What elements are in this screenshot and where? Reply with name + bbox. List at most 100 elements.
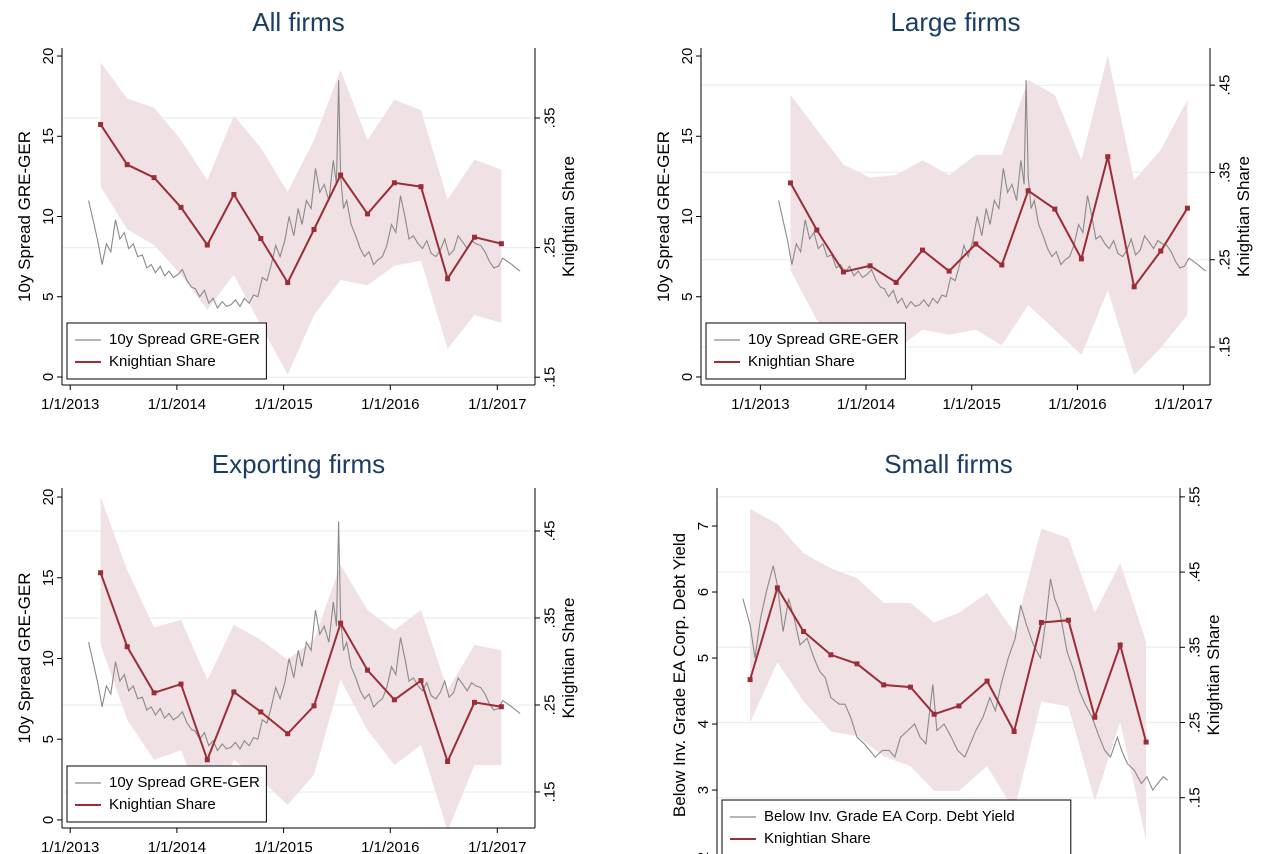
y-tick-label: 15: [679, 128, 696, 145]
legend-label: Knightian Share: [109, 353, 216, 370]
x-tick-label: 1/1/2016: [361, 396, 419, 413]
data-point: [1184, 205, 1190, 211]
data-point: [364, 667, 370, 673]
legend-label: Knightian Share: [764, 830, 871, 847]
y2-tick-label: .45: [541, 521, 558, 542]
data-point: [311, 226, 317, 232]
y2-axis-title: Knightian Share: [559, 598, 578, 719]
series-line: [778, 80, 1207, 310]
series-line: [99, 572, 502, 765]
y2-axis-title: Knightian Share: [559, 156, 578, 277]
y-tick-label: 10: [679, 208, 696, 225]
series-line: [88, 80, 521, 310]
chart-title: Small firms: [884, 449, 1013, 479]
y-axis-title: 10y Spread GRE-GER: [15, 131, 34, 302]
y-tick-label: 0: [679, 373, 696, 381]
data-point: [338, 172, 344, 178]
data-point: [124, 644, 130, 650]
y2-tick-label: .15: [541, 367, 558, 388]
chart-title: All firms: [252, 7, 344, 37]
data-point: [311, 703, 317, 709]
legend-label: 10y Spread GRE-GER: [109, 774, 260, 791]
x-tick-label: 1/1/2015: [943, 396, 1001, 413]
data-point: [471, 699, 477, 705]
panel: Small firms1/1/20131/1/20141/1/20151/1/2…: [670, 449, 1223, 854]
data-point: [204, 242, 210, 248]
data-point: [498, 704, 504, 710]
data-point: [258, 709, 264, 715]
data-point: [391, 697, 397, 703]
data-point: [204, 757, 210, 763]
y2-tick-label: .35: [541, 608, 558, 629]
y-tick-label: 20: [40, 48, 57, 65]
data-point: [931, 711, 937, 717]
x-tick-label: 1/1/2013: [41, 839, 99, 854]
y-axis-title: 10y Spread GRE-GER: [654, 131, 673, 302]
y2-tick-label: .35: [1186, 637, 1203, 658]
series-line: [789, 156, 1189, 290]
legend-label: Below Inv. Grade EA Corp. Debt Yield: [764, 808, 1015, 825]
plot-area: [778, 55, 1207, 376]
x-tick-label: 1/1/2013: [41, 396, 99, 413]
x-tick-label: 1/1/2017: [468, 396, 526, 413]
data-point: [840, 269, 846, 275]
data-point: [774, 585, 780, 591]
data-point: [893, 279, 899, 285]
y-tick-label: 20: [40, 489, 57, 506]
data-point: [285, 731, 291, 737]
x-tick-label: 1/1/2013: [731, 396, 789, 413]
y2-axis-title: Knightian Share: [1204, 615, 1223, 736]
data-point: [98, 570, 104, 576]
legend: 10y Spread GRE-GER Knightian Share: [705, 322, 906, 380]
y2-tick-label: .25: [1186, 712, 1203, 733]
data-point: [956, 703, 962, 709]
data-point: [973, 241, 979, 247]
data-point: [1143, 739, 1149, 745]
data-point: [1025, 188, 1031, 194]
data-point: [498, 241, 504, 247]
data-point: [445, 276, 451, 282]
data-point: [867, 263, 873, 269]
y-axis-title: 10y Spread GRE-GER: [15, 572, 34, 743]
chart-title: Large firms: [890, 7, 1020, 37]
legend-box: [66, 322, 267, 380]
data-point: [418, 184, 424, 190]
y-tick-label: 15: [40, 128, 57, 145]
data-point: [919, 247, 925, 253]
legend-box: [721, 799, 1072, 854]
data-point: [178, 681, 184, 687]
y2-tick-label: .45: [1186, 562, 1203, 583]
data-point: [1052, 206, 1058, 212]
series-line: [749, 585, 1148, 743]
data-point: [946, 268, 952, 274]
plot-area: [742, 508, 1168, 841]
series-line: [742, 565, 1168, 792]
data-point: [1065, 617, 1071, 623]
confidence-band: [750, 508, 1147, 841]
y-tick-label: 20: [679, 48, 696, 65]
y2-tick-label: .55: [1186, 486, 1203, 507]
y2-tick-label: .35: [1216, 162, 1233, 183]
y-tick-label: 5: [695, 654, 712, 662]
y-tick-label: 6: [695, 588, 712, 596]
data-point: [151, 175, 157, 181]
chart-title: Exporting firms: [212, 449, 385, 479]
data-point: [1011, 729, 1017, 735]
data-point: [98, 121, 104, 127]
data-point: [471, 234, 477, 240]
series-line: [99, 123, 502, 285]
data-point: [1131, 284, 1137, 290]
legend-label: 10y Spread GRE-GER: [109, 331, 260, 348]
y2-tick-label: .25: [1216, 249, 1233, 270]
y-tick-label: 15: [40, 569, 57, 586]
y-tick-label: 5: [679, 293, 696, 301]
data-point: [1092, 714, 1098, 720]
panel: Large firms 1/1/2013 1/1/2014 1/1/2015 1/1/2…: [654, 7, 1253, 413]
x-tick-label: 1/1/2017: [1154, 396, 1212, 413]
data-point: [445, 759, 451, 765]
data-point: [828, 652, 834, 658]
data-point: [151, 690, 157, 696]
data-point: [787, 180, 793, 186]
y2-tick-label: .15: [1186, 787, 1203, 808]
y-tick-label: 4: [695, 720, 712, 728]
